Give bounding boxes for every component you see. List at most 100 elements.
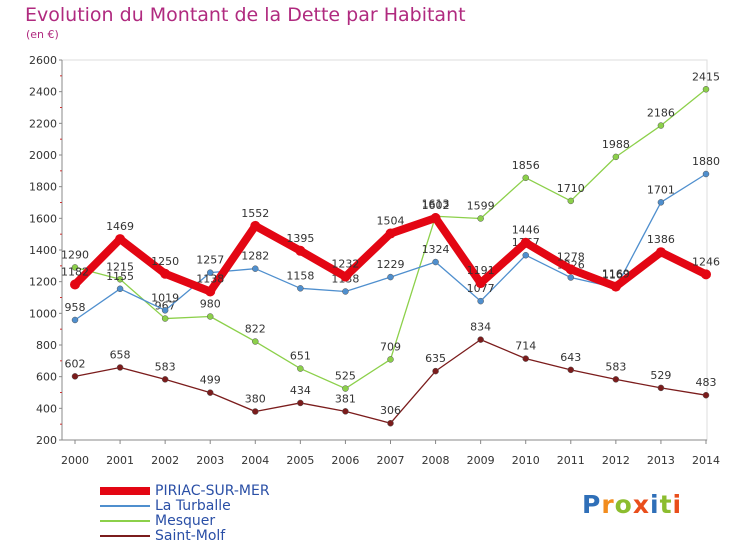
x-tick-label: 2006 xyxy=(331,454,359,467)
data-label-3: 499 xyxy=(200,374,221,387)
data-point-2 xyxy=(612,153,620,161)
data-point-0 xyxy=(250,220,261,231)
data-label-3: 529 xyxy=(650,369,671,382)
data-point-1 xyxy=(297,285,304,292)
data-label-0: 1191 xyxy=(467,264,495,277)
logo-letter: r xyxy=(601,490,615,519)
y-tick-label: 2000 xyxy=(29,149,57,162)
data-label-2: 1613 xyxy=(422,197,450,210)
data-point-3 xyxy=(116,364,124,371)
data-point-2 xyxy=(657,122,665,129)
x-tick-label: 2005 xyxy=(286,454,314,467)
data-label-3: 483 xyxy=(696,376,717,389)
data-point-0 xyxy=(430,213,441,224)
data-point-3 xyxy=(71,373,79,380)
legend-swatch-piriac xyxy=(100,487,150,495)
data-point-1 xyxy=(477,297,484,305)
data-label-3: 658 xyxy=(110,348,131,361)
data-label-1: 1158 xyxy=(286,269,314,282)
data-point-2 xyxy=(297,365,304,372)
logo-letter: i xyxy=(672,490,683,519)
data-label-0: 1278 xyxy=(557,250,585,263)
data-point-3 xyxy=(387,419,394,427)
data-label-0: 1246 xyxy=(692,255,720,268)
data-point-2 xyxy=(567,197,575,205)
legend-label-mesquer: Mesquer xyxy=(155,513,216,529)
y-tick-label: 2400 xyxy=(29,86,57,99)
data-label-0: 1504 xyxy=(377,215,405,228)
plot-frame xyxy=(61,59,708,441)
data-label-0: 1169 xyxy=(602,268,630,281)
data-label-1: 1155 xyxy=(106,270,134,283)
x-tick-label: 2008 xyxy=(422,454,450,467)
data-label-3: 583 xyxy=(155,360,176,373)
data-label-0: 1386 xyxy=(647,233,675,246)
data-label-3: 381 xyxy=(335,392,356,405)
legend-label-saint-molf: Saint-Molf xyxy=(155,528,226,544)
data-label-2: 1215 xyxy=(106,260,134,273)
legend-swatch-saint-molf xyxy=(100,535,150,537)
data-point-1 xyxy=(252,265,259,272)
data-label-2: 2186 xyxy=(647,107,675,120)
data-label-1: 1077 xyxy=(467,282,495,295)
logo-letter: o xyxy=(614,490,633,519)
data-point-1 xyxy=(567,274,575,281)
data-point-1 xyxy=(522,251,529,259)
proxiti-logo: Proxiti xyxy=(582,490,682,519)
data-label-1: 958 xyxy=(65,301,86,314)
data-label-2: 1290 xyxy=(61,248,89,261)
legend-swatch-la-turballe xyxy=(100,505,150,507)
data-label-0: 1602 xyxy=(422,199,450,212)
data-label-2: 709 xyxy=(380,340,401,353)
data-label-3: 714 xyxy=(515,340,536,353)
x-tick-label: 2010 xyxy=(512,454,540,467)
logo-letter: P xyxy=(582,490,602,519)
data-label-0: 1182 xyxy=(61,266,89,279)
data-point-2 xyxy=(477,215,484,222)
legend-label-piriac: PIRIAC-SUR-MER xyxy=(155,483,270,499)
data-label-3: 380 xyxy=(245,393,266,406)
data-point-0 xyxy=(520,237,531,248)
x-tick-label: 2011 xyxy=(557,454,585,467)
data-label-3: 602 xyxy=(65,357,86,370)
data-point-0 xyxy=(205,286,216,297)
data-label-0: 1250 xyxy=(151,255,179,268)
data-point-3 xyxy=(432,367,439,375)
data-label-1: 1282 xyxy=(241,250,269,263)
data-label-1: 1324 xyxy=(422,243,450,256)
x-tick-label: 2004 xyxy=(241,454,269,467)
y-tick-label: 1800 xyxy=(29,181,57,194)
legend-label-la-turballe: La Turballe xyxy=(155,498,231,514)
data-point-1 xyxy=(657,199,665,206)
data-label-2: 651 xyxy=(290,350,311,363)
x-tick-label: 2007 xyxy=(377,454,405,467)
y-tick-label: 400 xyxy=(36,402,57,415)
y-tick-label: 2600 xyxy=(29,54,57,67)
x-tick-label: 2000 xyxy=(61,454,89,467)
logo-letter: i xyxy=(650,490,660,519)
data-point-2 xyxy=(71,264,79,271)
data-label-3: 434 xyxy=(290,384,311,397)
data-label-0: 1138 xyxy=(196,272,224,285)
legend-swatch-mesquer xyxy=(100,520,150,522)
data-point-3 xyxy=(657,384,665,392)
data-point-2 xyxy=(206,313,214,320)
data-point-3 xyxy=(252,408,259,415)
data-point-0 xyxy=(385,228,396,239)
data-point-1 xyxy=(206,269,214,276)
data-label-0: 1552 xyxy=(241,207,269,220)
data-point-3 xyxy=(612,376,620,383)
data-point-3 xyxy=(522,355,529,362)
x-tick-label: 2013 xyxy=(647,454,675,467)
data-point-2 xyxy=(522,174,529,182)
data-point-0 xyxy=(701,269,711,280)
data-label-2: 822 xyxy=(245,323,266,336)
data-point-3 xyxy=(206,389,214,396)
data-point-1 xyxy=(116,285,124,293)
data-label-3: 834 xyxy=(470,321,491,334)
data-point-2 xyxy=(161,315,169,322)
x-tick-label: 2014 xyxy=(692,454,720,467)
data-label-3: 306 xyxy=(380,404,401,417)
